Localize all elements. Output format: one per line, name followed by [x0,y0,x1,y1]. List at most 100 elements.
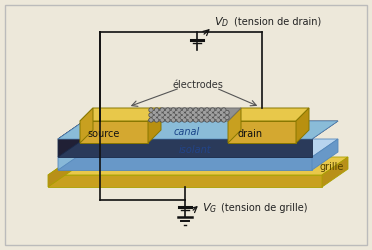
Circle shape [192,110,195,114]
Circle shape [226,112,228,114]
Circle shape [167,119,169,121]
Circle shape [189,119,191,121]
Circle shape [187,112,189,114]
Circle shape [211,108,215,112]
Circle shape [205,118,209,122]
Circle shape [217,119,219,121]
Circle shape [161,109,163,111]
Circle shape [176,116,178,118]
Circle shape [176,112,178,114]
Circle shape [149,113,153,117]
Circle shape [197,116,201,119]
Circle shape [220,116,222,118]
Circle shape [153,112,155,114]
Circle shape [219,116,223,119]
Circle shape [217,109,219,111]
Circle shape [167,109,169,111]
Circle shape [198,116,200,118]
Circle shape [217,114,219,116]
Circle shape [199,108,203,112]
Polygon shape [58,121,338,139]
Circle shape [212,109,214,111]
Circle shape [216,108,220,112]
Circle shape [223,109,225,111]
Circle shape [208,116,212,119]
Circle shape [194,118,198,122]
Circle shape [209,116,211,118]
Circle shape [186,116,190,119]
Circle shape [212,114,214,116]
Circle shape [188,113,192,117]
Circle shape [214,116,218,119]
Circle shape [188,118,192,122]
Circle shape [180,110,184,114]
Circle shape [188,108,192,112]
Circle shape [169,110,173,114]
Circle shape [181,116,183,118]
Circle shape [171,118,175,122]
Circle shape [225,110,229,114]
Circle shape [155,113,158,117]
Circle shape [152,116,156,119]
Text: canal: canal [174,127,200,137]
Circle shape [160,113,164,117]
Circle shape [164,112,167,114]
Circle shape [158,116,162,119]
Circle shape [197,110,201,114]
Polygon shape [296,108,309,143]
Circle shape [171,108,175,112]
Circle shape [206,109,208,111]
Circle shape [205,108,209,112]
Polygon shape [48,157,74,187]
Circle shape [195,119,197,121]
Polygon shape [58,139,84,170]
Circle shape [172,114,174,116]
Text: électrodes: électrodes [173,80,224,90]
Circle shape [159,112,161,114]
Polygon shape [58,157,312,170]
Circle shape [155,118,158,122]
Circle shape [211,118,215,122]
Polygon shape [58,139,312,157]
Text: drain: drain [237,129,262,139]
Circle shape [208,110,212,114]
Circle shape [175,110,179,114]
Circle shape [203,116,206,119]
Circle shape [183,119,186,121]
Circle shape [215,112,217,114]
Circle shape [220,112,222,114]
Circle shape [160,108,164,112]
Polygon shape [228,121,296,143]
Circle shape [170,116,172,118]
Circle shape [149,108,153,112]
Circle shape [178,114,180,116]
Circle shape [187,116,189,118]
Circle shape [167,114,169,116]
Circle shape [181,112,183,114]
Circle shape [166,113,170,117]
Circle shape [195,109,197,111]
Text: source: source [87,129,119,139]
Circle shape [189,109,191,111]
Circle shape [150,119,152,121]
Circle shape [175,116,179,119]
Circle shape [153,116,155,118]
Circle shape [158,110,162,114]
Polygon shape [228,108,309,121]
Polygon shape [58,121,84,157]
Circle shape [225,116,229,119]
Text: isolant: isolant [179,145,211,155]
Circle shape [172,109,174,111]
Polygon shape [48,175,322,187]
Circle shape [166,118,170,122]
Circle shape [166,108,170,112]
Text: $\mathit{V}_D$: $\mathit{V}_D$ [214,15,229,29]
Circle shape [222,113,226,117]
Circle shape [209,112,211,114]
Polygon shape [58,139,338,157]
Circle shape [164,116,167,119]
Circle shape [150,109,152,111]
Circle shape [203,110,206,114]
Polygon shape [58,121,338,139]
Circle shape [192,112,195,114]
